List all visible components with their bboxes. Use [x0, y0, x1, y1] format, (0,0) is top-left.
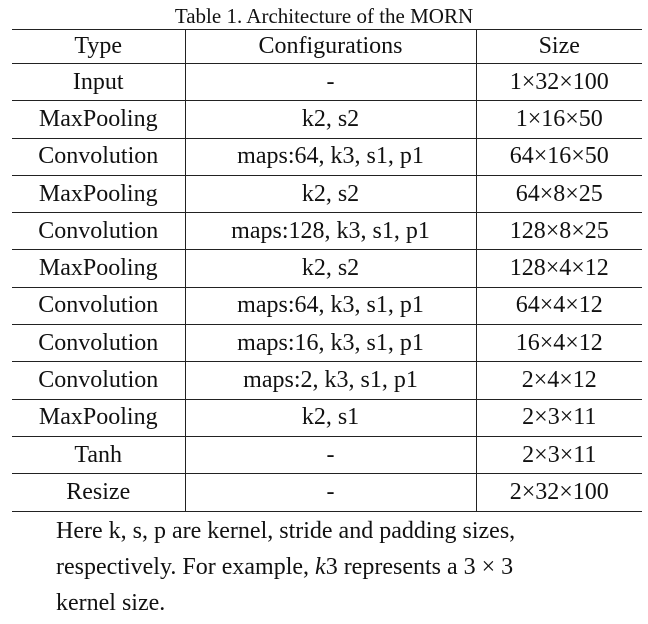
table-row: Convolution maps:16, k3, s1, p1 16×4×12 — [12, 324, 642, 363]
note-line-2-text-b: 3 represents a 3 × 3 — [325, 554, 514, 580]
architecture-table: Type Configurations Size Input - 1×32×10… — [12, 29, 642, 512]
table-note: Here k, s, p are kernel, stride and padd… — [56, 513, 634, 621]
cell-size: 1×32×100 — [476, 63, 642, 102]
cell-size: 128×8×25 — [476, 212, 642, 251]
cell-type: Convolution — [12, 287, 185, 326]
cell-size: 2×3×11 — [476, 436, 642, 475]
cell-size: 64×4×12 — [476, 287, 642, 326]
note-line-2: respectively. For example, k3 represents… — [56, 549, 634, 585]
cell-config: k2, s2 — [184, 100, 477, 139]
cell-size: 2×32×100 — [476, 473, 642, 512]
cell-type: MaxPooling — [12, 249, 185, 288]
cell-size: 2×3×11 — [476, 399, 642, 437]
cell-size: 1×16×50 — [476, 100, 642, 139]
cell-type: Convolution — [12, 138, 185, 176]
note-line-1: Here k, s, p are kernel, stride and padd… — [56, 518, 516, 544]
cell-size: 64×16×50 — [476, 138, 642, 176]
header-size: Size — [476, 29, 642, 64]
table-row: Input - 1×32×100 — [12, 63, 642, 102]
table-row: Convolution maps:2, k3, s1, p1 2×4×12 — [12, 361, 642, 400]
table-caption: Table 1. Architecture of the MORN — [174, 4, 474, 28]
cell-type: Input — [12, 63, 185, 102]
cell-type: Convolution — [12, 324, 185, 363]
cell-config: maps:16, k3, s1, p1 — [184, 324, 477, 363]
table-row: MaxPooling k2, s2 128×4×12 — [12, 249, 642, 288]
cell-type: MaxPooling — [12, 399, 185, 437]
cell-config: maps:128, k3, s1, p1 — [184, 212, 477, 251]
table-row: Convolution maps:64, k3, s1, p1 64×16×50 — [12, 138, 642, 176]
cell-config: - — [184, 436, 477, 475]
note-line-2-text-a: respectively. For example, — [56, 554, 316, 580]
cell-size: 128×4×12 — [476, 249, 642, 288]
note-line-3: kernel size. — [56, 590, 166, 616]
cell-size: 16×4×12 — [476, 324, 642, 363]
cell-config: maps:2, k3, s1, p1 — [184, 361, 477, 400]
cell-type: MaxPooling — [12, 175, 185, 214]
table-row: MaxPooling k2, s1 2×3×11 — [12, 399, 642, 437]
header-type: Type — [12, 29, 185, 64]
cell-config: k2, s2 — [184, 175, 477, 214]
cell-config: - — [184, 63, 477, 102]
cell-config: k2, s2 — [184, 249, 477, 288]
cell-type: MaxPooling — [12, 100, 185, 139]
table-row: Convolution maps:64, k3, s1, p1 64×4×12 — [12, 287, 642, 326]
cell-type: Convolution — [12, 212, 185, 251]
table-row: Resize - 2×32×100 — [12, 473, 642, 512]
cell-type: Tanh — [12, 436, 185, 475]
cell-size: 2×4×12 — [476, 361, 642, 400]
cell-type: Resize — [12, 473, 185, 512]
cell-config: - — [184, 473, 477, 512]
cell-config: maps:64, k3, s1, p1 — [184, 287, 477, 326]
table-row: MaxPooling k2, s2 64×8×25 — [12, 175, 642, 214]
cell-size: 64×8×25 — [476, 175, 642, 214]
cell-type: Convolution — [12, 361, 185, 400]
note-math-k: k — [315, 554, 326, 580]
table-row: MaxPooling k2, s2 1×16×50 — [12, 100, 642, 139]
table-header-row: Type Configurations Size — [12, 29, 642, 64]
header-configurations: Configurations — [184, 29, 477, 64]
cell-config: maps:64, k3, s1, p1 — [184, 138, 477, 176]
cell-config: k2, s1 — [184, 399, 477, 437]
table-row: Tanh - 2×3×11 — [12, 436, 642, 475]
table-row: Convolution maps:128, k3, s1, p1 128×8×2… — [12, 212, 642, 251]
